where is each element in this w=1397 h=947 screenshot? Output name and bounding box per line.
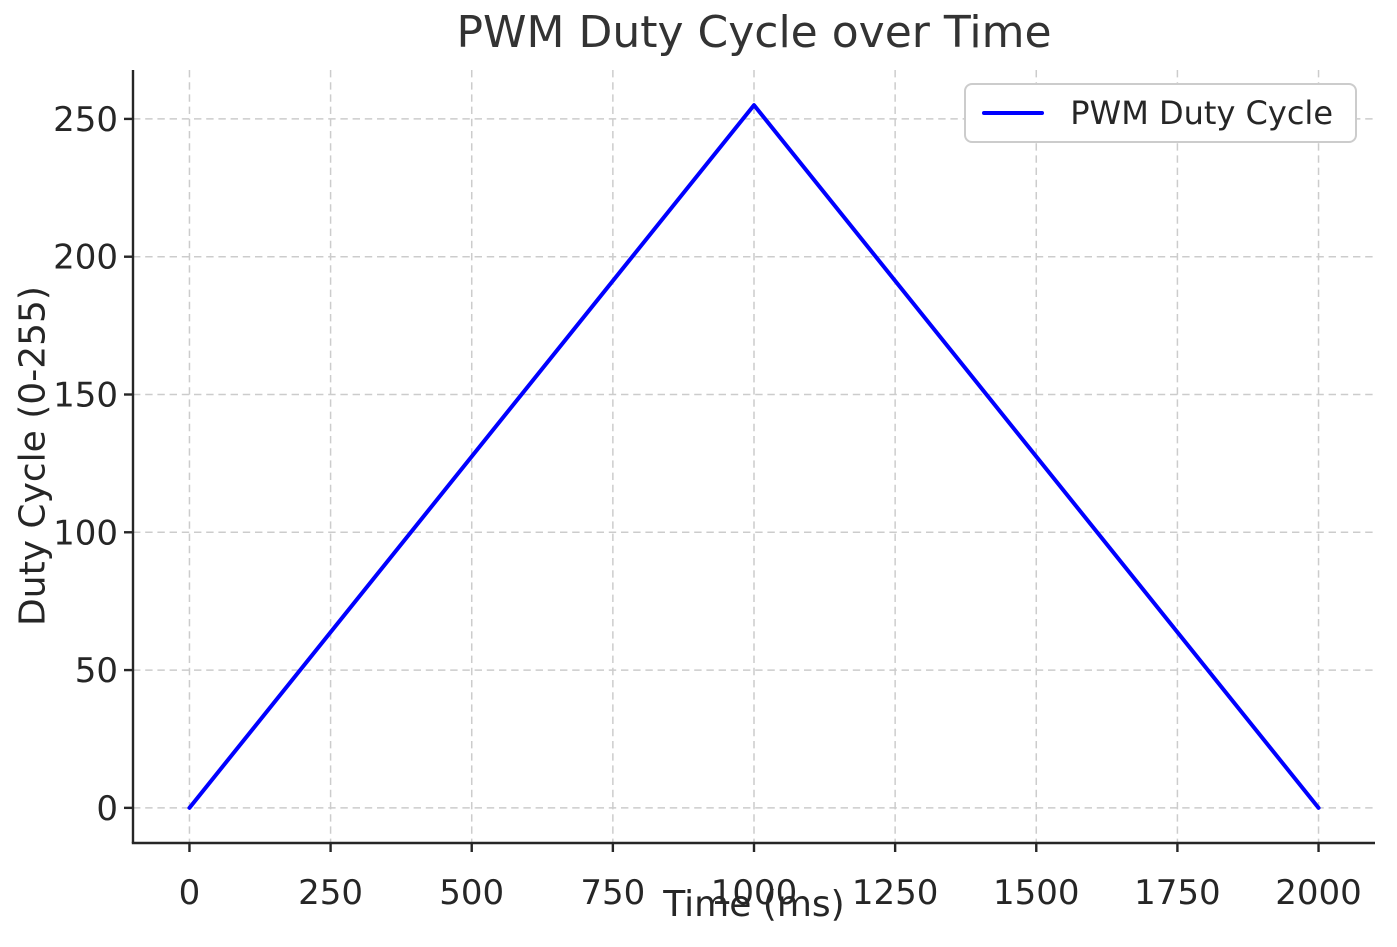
x-tick-label: 500: [439, 873, 504, 913]
x-tick-label: 250: [298, 873, 363, 913]
x-tick-label: 0: [179, 873, 201, 913]
x-axis-label: Time (ms): [663, 884, 845, 925]
chart-title: PWM Duty Cycle over Time: [456, 7, 1052, 58]
x-tick-label: 1250: [852, 873, 939, 913]
legend-label: PWM Duty Cycle: [1070, 94, 1333, 132]
y-tick-label: 150: [53, 375, 118, 415]
y-axis-label: Duty Cycle (0-255): [12, 286, 54, 626]
x-tick-label: 1500: [993, 873, 1080, 913]
x-tick-label: 1750: [1134, 873, 1221, 913]
y-tick-label: 250: [53, 100, 118, 140]
legend: PWM Duty Cycle: [964, 83, 1357, 143]
y-tick-label: 50: [75, 651, 118, 691]
y-tick-label: 100: [53, 513, 118, 553]
y-tick-label: 200: [53, 238, 118, 278]
x-tick-label: 1000: [711, 873, 798, 913]
legend-line-sample: [982, 111, 1045, 115]
x-tick-label: 2000: [1275, 873, 1362, 913]
series-line-pwm-duty-cycle: [187, 103, 1321, 810]
x-tick-label: 750: [580, 873, 645, 913]
y-tick-label: 0: [96, 789, 118, 829]
